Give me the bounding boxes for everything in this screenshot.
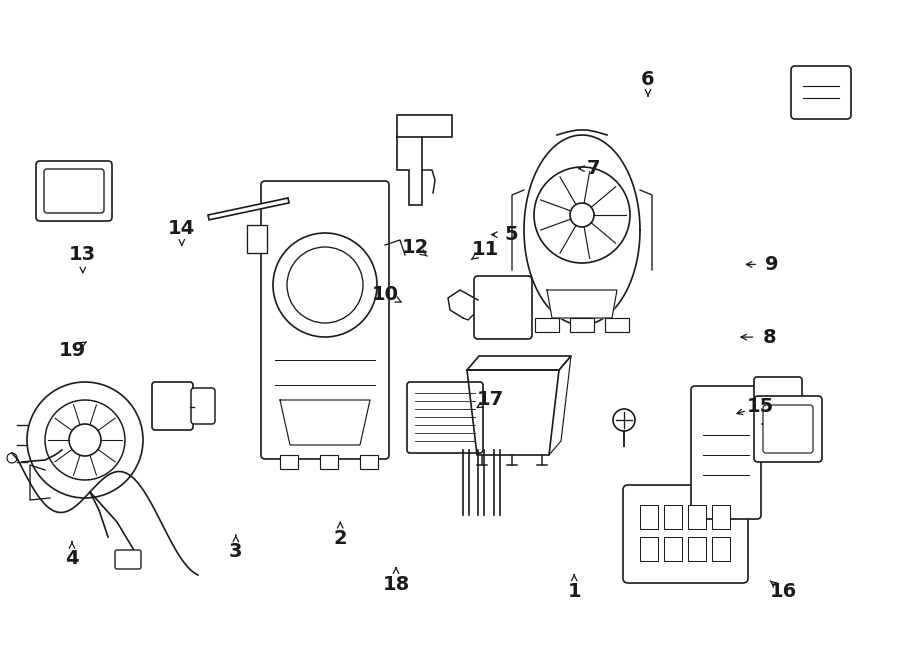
- FancyBboxPatch shape: [152, 382, 193, 430]
- Text: 3: 3: [229, 543, 243, 561]
- Bar: [664, 505, 682, 529]
- Bar: [712, 537, 730, 561]
- Polygon shape: [397, 115, 452, 137]
- Text: 7: 7: [587, 159, 601, 178]
- Text: 15: 15: [747, 397, 774, 416]
- Text: 16: 16: [770, 582, 796, 601]
- Polygon shape: [280, 400, 370, 445]
- Bar: [640, 537, 658, 561]
- Text: 13: 13: [69, 245, 96, 264]
- Text: 4: 4: [65, 549, 79, 568]
- FancyBboxPatch shape: [691, 386, 761, 519]
- FancyBboxPatch shape: [623, 485, 748, 583]
- Text: 1: 1: [567, 582, 581, 601]
- Polygon shape: [467, 370, 559, 455]
- FancyBboxPatch shape: [754, 396, 822, 462]
- Circle shape: [287, 247, 363, 323]
- Polygon shape: [397, 135, 422, 205]
- Bar: [688, 537, 706, 561]
- FancyBboxPatch shape: [407, 382, 483, 453]
- Bar: [712, 505, 730, 529]
- Text: 8: 8: [762, 328, 777, 346]
- Text: 11: 11: [472, 241, 499, 259]
- FancyBboxPatch shape: [115, 550, 141, 569]
- Circle shape: [45, 400, 125, 480]
- Bar: [535, 318, 559, 332]
- Polygon shape: [467, 356, 571, 370]
- FancyBboxPatch shape: [474, 276, 532, 339]
- Circle shape: [273, 233, 377, 337]
- Bar: [280, 455, 298, 469]
- FancyBboxPatch shape: [36, 161, 112, 221]
- Bar: [570, 318, 594, 332]
- Text: 17: 17: [477, 391, 504, 409]
- Polygon shape: [549, 356, 571, 455]
- Circle shape: [27, 382, 143, 498]
- Polygon shape: [524, 135, 640, 325]
- Text: 5: 5: [504, 225, 518, 244]
- Text: 2: 2: [333, 529, 347, 548]
- Bar: [247, 225, 267, 253]
- Text: 14: 14: [168, 219, 195, 237]
- Text: 6: 6: [641, 70, 655, 89]
- Text: 12: 12: [402, 239, 429, 257]
- Circle shape: [69, 424, 101, 456]
- Polygon shape: [208, 198, 289, 220]
- Bar: [320, 455, 338, 469]
- Text: 9: 9: [765, 255, 778, 274]
- FancyBboxPatch shape: [261, 181, 389, 459]
- FancyBboxPatch shape: [44, 169, 104, 213]
- Circle shape: [570, 203, 594, 227]
- Circle shape: [613, 409, 635, 431]
- FancyBboxPatch shape: [763, 405, 813, 453]
- Text: 10: 10: [372, 285, 399, 303]
- Bar: [605, 318, 629, 332]
- Bar: [360, 455, 378, 469]
- FancyBboxPatch shape: [191, 388, 215, 424]
- FancyBboxPatch shape: [791, 66, 851, 119]
- Bar: [640, 505, 658, 529]
- Text: 19: 19: [58, 341, 86, 360]
- Bar: [688, 505, 706, 529]
- FancyBboxPatch shape: [754, 377, 802, 411]
- Bar: [664, 537, 682, 561]
- Polygon shape: [547, 290, 617, 318]
- Text: 18: 18: [382, 576, 410, 594]
- Circle shape: [534, 167, 630, 263]
- Circle shape: [7, 453, 17, 463]
